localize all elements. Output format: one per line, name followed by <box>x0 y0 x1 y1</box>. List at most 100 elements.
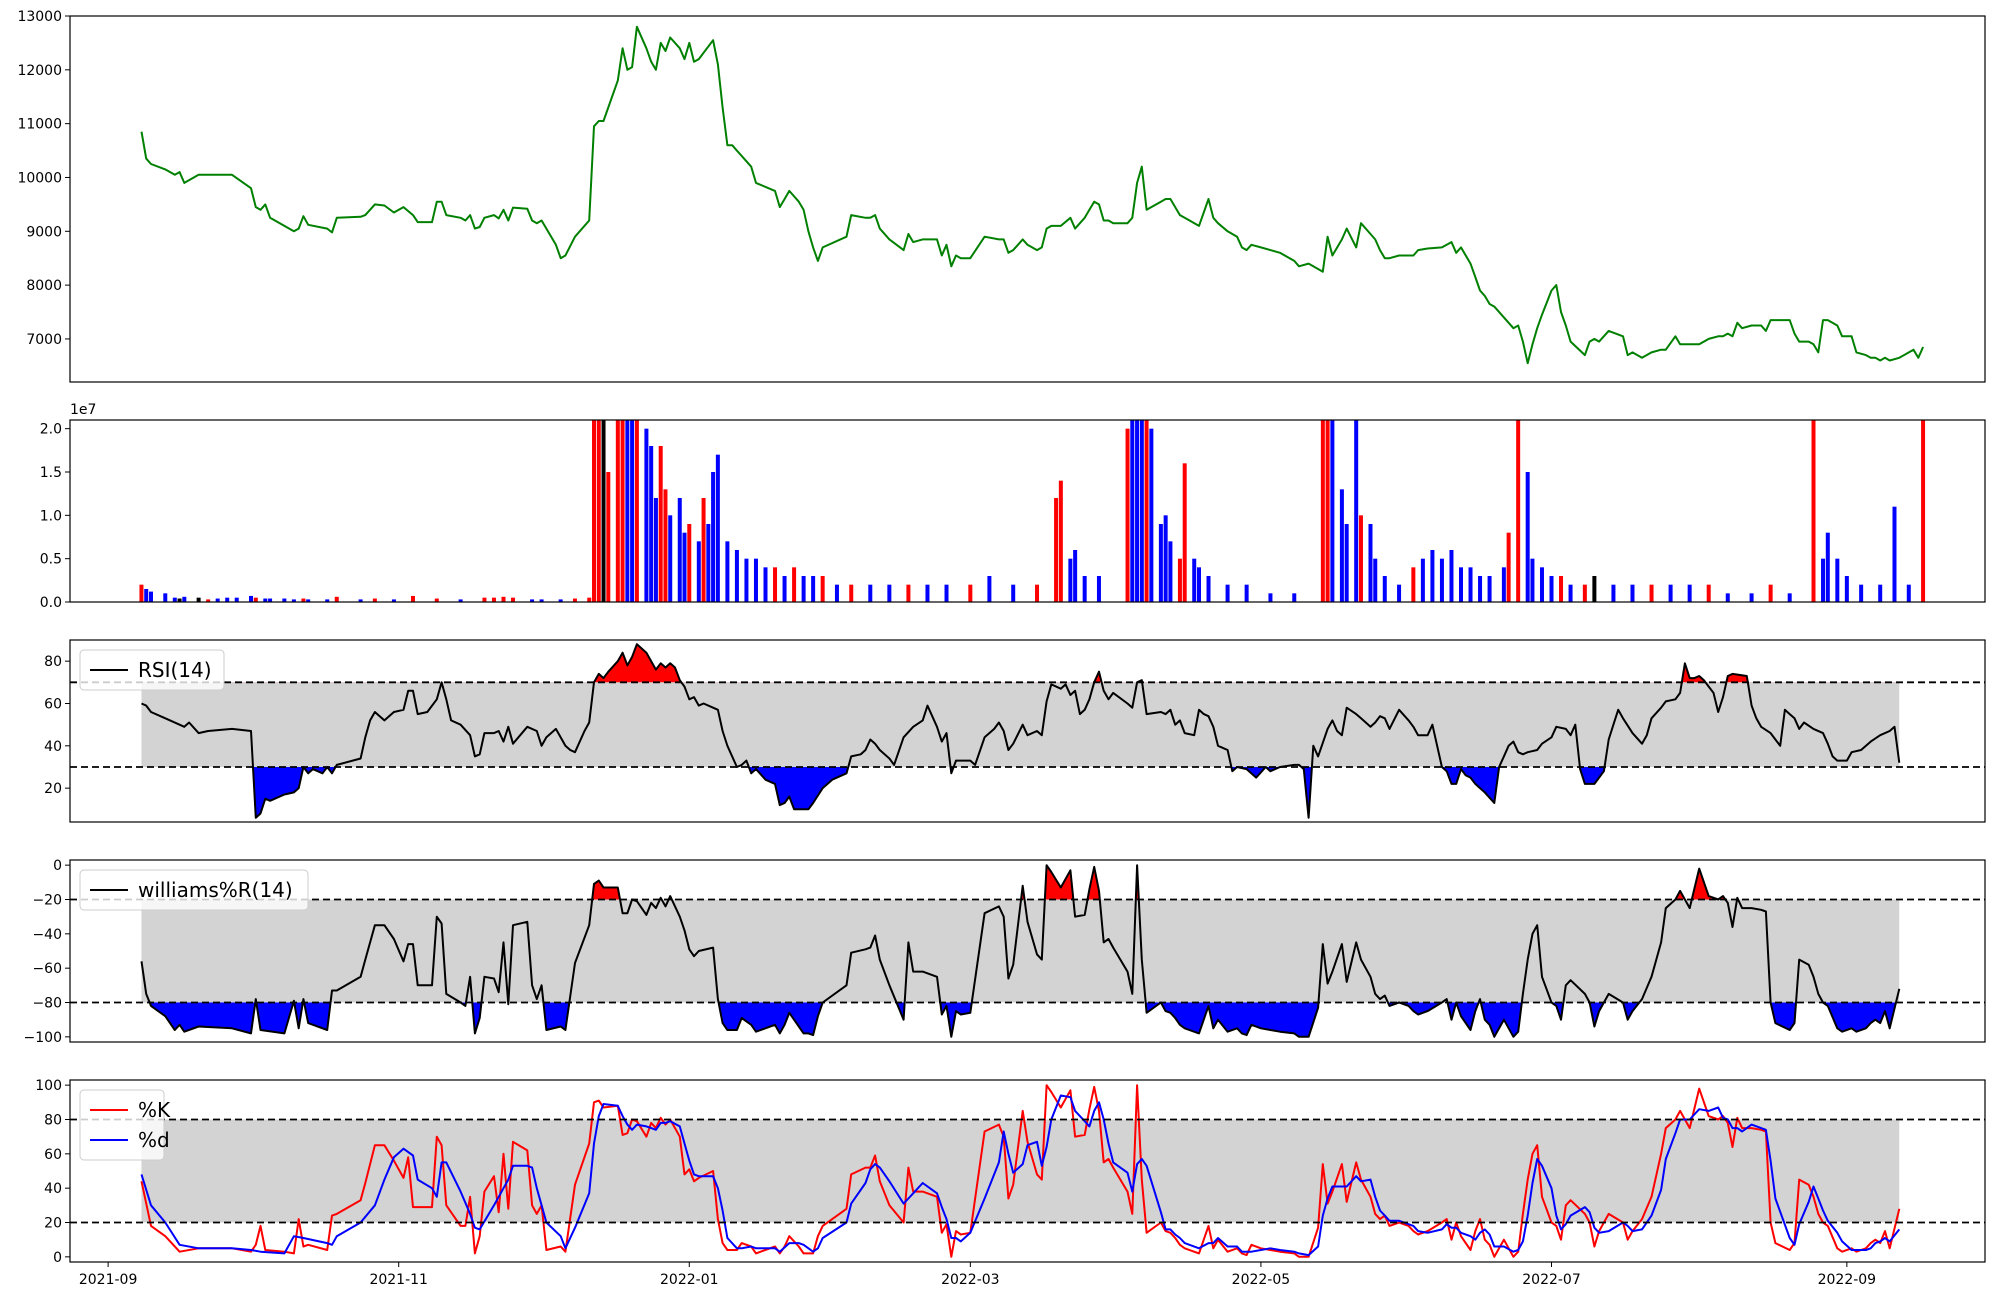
volume-bar <box>215 598 220 602</box>
volume-bar <box>792 567 797 602</box>
price-ytick-label: 9000 <box>26 224 62 240</box>
volume-bar <box>1073 550 1078 602</box>
volume-bar <box>1163 515 1168 602</box>
volume-bar <box>1668 584 1673 602</box>
volume-bar <box>1168 541 1173 602</box>
xtick-label: 2022-01 <box>660 1272 719 1288</box>
volume-bar <box>925 584 930 602</box>
volume-bar <box>558 599 563 602</box>
volume-bar <box>1592 576 1597 602</box>
volume-bar <box>1244 584 1249 602</box>
volume-bar <box>753 558 758 602</box>
volume-bar <box>668 515 673 602</box>
volume-bar <box>1921 420 1926 602</box>
volume-bar <box>725 541 730 602</box>
volume-bar <box>1397 584 1402 602</box>
volume-bar <box>687 524 692 602</box>
williams-legend-box <box>79 869 309 911</box>
williams-ytick-label: 0 <box>53 858 62 874</box>
volume-bar <box>163 593 168 602</box>
volume-bar <box>1844 576 1849 602</box>
volume-bar <box>1358 515 1363 602</box>
price-panel: 7000 8000 9000 10000 11000 12000 13000 <box>17 9 1986 383</box>
volume-ytick-label: 0.5 <box>40 552 62 568</box>
volume-bar <box>196 597 201 602</box>
volume-bar <box>539 599 544 602</box>
volume-bar <box>1478 576 1483 602</box>
volume-bar <box>1320 420 1325 602</box>
volume-bar <box>887 584 892 602</box>
volume-panel: 0.0 0.5 1.0 1.5 2.0 1e7 <box>40 402 1986 611</box>
volume-bar <box>1354 420 1359 602</box>
volume-bar <box>1559 576 1564 602</box>
volume-bar <box>458 599 463 602</box>
volume-bar <box>1892 506 1897 602</box>
volume-bar <box>658 446 663 602</box>
volume-bar <box>358 599 363 602</box>
volume-bar <box>773 567 778 602</box>
volume-bar <box>1825 532 1830 602</box>
volume-bar <box>1525 472 1530 602</box>
volume-bar <box>782 576 787 602</box>
volume-bar <box>1449 550 1454 602</box>
rsi-ytick-label: 60 <box>44 696 62 712</box>
volume-bar <box>1611 584 1616 602</box>
volume-bar <box>139 584 144 602</box>
rsi-frame <box>69 639 1986 823</box>
volume-bar <box>944 584 949 602</box>
rsi-legend-label: RSI(14) <box>138 658 212 682</box>
volume-bar <box>1458 567 1463 602</box>
rsi-legend-box <box>79 649 225 691</box>
volume-bar <box>1539 567 1544 602</box>
volume-bar <box>653 498 658 602</box>
volume-ytick-label: 1.5 <box>40 465 62 481</box>
volume-bar <box>811 576 816 602</box>
volume-bar <box>511 597 516 602</box>
volume-bar <box>677 498 682 602</box>
volume-bar <box>1768 584 1773 602</box>
volume-bar <box>1411 567 1416 602</box>
price-ytick-label: 7000 <box>26 332 62 348</box>
volume-bar <box>1344 524 1349 602</box>
volume-bar <box>906 584 911 602</box>
volume-bar <box>1439 558 1444 602</box>
stochastic-plot-area <box>70 1084 1985 1258</box>
volume-bar <box>1177 558 1182 602</box>
volume-bar <box>734 550 739 602</box>
volume-bar <box>172 597 177 602</box>
volume-bar <box>834 584 839 602</box>
volume-bar <box>1068 558 1073 602</box>
xtick-label: 2022-05 <box>1232 1272 1291 1288</box>
stochastic-line-2 <box>140 1094 1901 1257</box>
stochastic-ytick-label: 100 <box>35 1078 62 1094</box>
volume-bar <box>253 597 258 602</box>
volume-bar <box>282 598 287 602</box>
volume-bar <box>434 598 439 602</box>
volume-bar <box>644 428 649 602</box>
volume-bar <box>820 576 825 602</box>
volume-bar <box>968 584 973 602</box>
rsi-plot-area <box>70 643 1985 819</box>
volume-bar <box>1082 576 1087 602</box>
volume-bar <box>592 420 597 602</box>
volume-bar <box>1878 584 1883 602</box>
williams-line-1 <box>140 864 1901 1038</box>
volume-bar <box>744 558 749 602</box>
volume-bar <box>1787 593 1792 602</box>
volume-bar <box>234 597 239 602</box>
rsi-line-1 <box>141 643 1901 819</box>
volume-bar <box>1821 558 1826 602</box>
stochastic-ytick-label: 80 <box>44 1112 62 1128</box>
volume-bar <box>372 598 377 602</box>
volume-bar <box>649 446 654 602</box>
volume-bar <box>1139 420 1144 602</box>
volume-bar <box>334 596 339 602</box>
volume-bar <box>325 599 330 602</box>
volume-bar <box>606 472 611 602</box>
xtick-label: 2022-03 <box>941 1272 1000 1288</box>
volume-bar <box>1725 593 1730 602</box>
volume-frame <box>69 419 1986 603</box>
volume-bar <box>1687 584 1692 602</box>
volume-bar <box>306 599 311 602</box>
volume-bar <box>711 472 716 602</box>
